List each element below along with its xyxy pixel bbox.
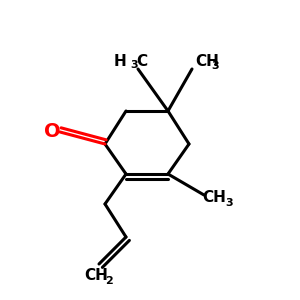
Text: C: C — [136, 54, 148, 69]
Text: CH: CH — [84, 268, 108, 284]
Text: 2: 2 — [106, 275, 113, 286]
Text: O: O — [44, 122, 61, 142]
Text: 3: 3 — [130, 60, 138, 70]
Text: H: H — [113, 54, 126, 69]
Text: CH: CH — [202, 190, 226, 206]
Text: 3: 3 — [225, 197, 233, 208]
Text: 3: 3 — [212, 61, 219, 71]
Text: CH: CH — [196, 54, 220, 69]
